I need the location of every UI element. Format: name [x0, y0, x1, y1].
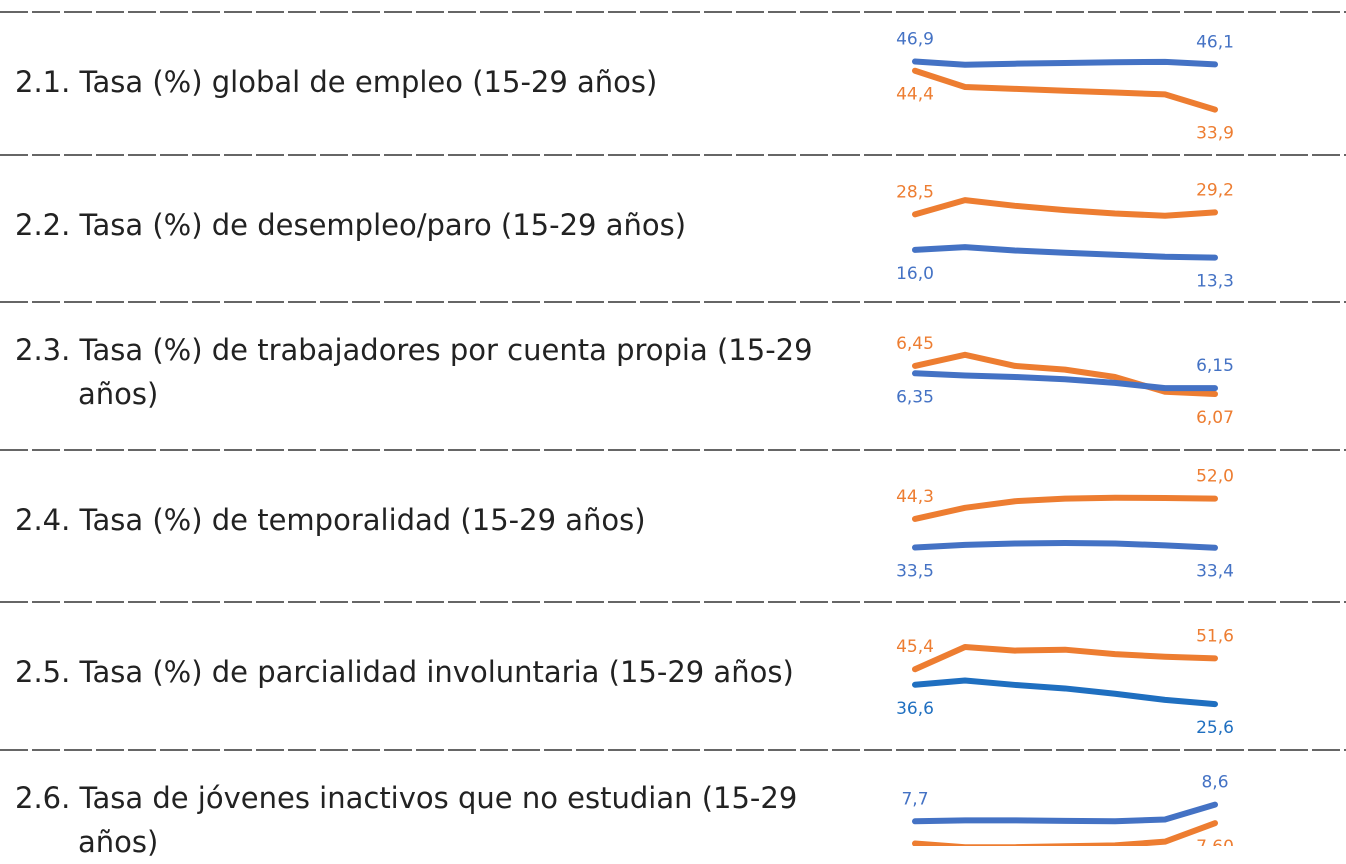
series-line: [912, 539, 1218, 551]
value-label: 44,4: [896, 85, 934, 105]
row-label: 2.2. Tasa (%) de desempleo/paro (15-29 a…: [15, 208, 687, 242]
value-label: 6,35: [896, 387, 934, 407]
value-label: 7,60: [1196, 837, 1234, 846]
row-label: 2.1. Tasa (%) global de empleo (15-29 añ…: [15, 65, 658, 99]
row-label: 2.4. Tasa (%) de temporalidad (15-29 año…: [15, 503, 646, 537]
series-line: [912, 197, 1218, 219]
value-label: 16,0: [896, 264, 934, 284]
series-line: [912, 494, 1218, 522]
value-label: 52,0: [1196, 467, 1234, 487]
value-label: 33,9: [1196, 124, 1234, 144]
value-label: 7,7: [901, 789, 928, 809]
value-label: 25,6: [1196, 718, 1234, 738]
value-label: 44,3: [896, 487, 934, 507]
series-line: [912, 677, 1218, 708]
row-label: 2.3. Tasa (%) de trabajadores por cuenta…: [15, 333, 813, 411]
value-label: 46,9: [896, 29, 934, 49]
value-label: 33,4: [1196, 562, 1234, 582]
value-label: 45,4: [896, 637, 934, 657]
series-line: [912, 370, 1218, 392]
value-label: 6,15: [1196, 356, 1234, 376]
value-label: 28,5: [896, 182, 934, 202]
row-label: 2.5. Tasa (%) de parcialidad involuntari…: [15, 655, 794, 689]
sparklines: 46,9 46,1 44,4 33,9 28,5 29,2 16,0 13,3 6,45 6,07…: [0, 11, 1346, 846]
value-label: 51,6: [1196, 626, 1234, 646]
value-label: 46,1: [1196, 32, 1234, 52]
value-label: 6,45: [896, 334, 934, 354]
row-label: 2.6. Tasa de jóvenes inactivos que no es…: [15, 781, 798, 859]
series-line: [912, 820, 1218, 846]
series-line: [912, 67, 1218, 113]
series-line: [912, 801, 1218, 825]
series-line: [912, 351, 1218, 398]
value-label: 8,6: [1201, 773, 1228, 793]
value-label: 6,07: [1196, 408, 1234, 428]
series-line: [912, 644, 1218, 673]
indicator-table: 46,9 46,1 44,4 33,9 28,5 29,2 16,0 13,3 6,45 6,07…: [0, 11, 1346, 859]
value-label: 33,5: [896, 561, 934, 581]
value-label: 36,6: [896, 699, 934, 719]
series-line: [912, 58, 1218, 68]
series-line: [912, 244, 1218, 261]
value-label: 13,3: [1196, 272, 1234, 292]
value-label: 29,2: [1196, 180, 1234, 200]
